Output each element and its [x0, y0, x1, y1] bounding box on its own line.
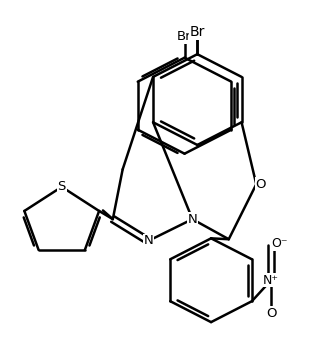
- Text: O⁻: O⁻: [272, 237, 288, 250]
- Text: N⁺: N⁺: [263, 274, 279, 287]
- Text: Br: Br: [177, 30, 192, 43]
- Text: N: N: [143, 234, 153, 247]
- Text: O: O: [266, 307, 276, 320]
- Text: N: N: [188, 213, 197, 226]
- Text: S: S: [58, 180, 66, 193]
- Text: Br: Br: [190, 25, 205, 39]
- Text: O: O: [256, 178, 266, 191]
